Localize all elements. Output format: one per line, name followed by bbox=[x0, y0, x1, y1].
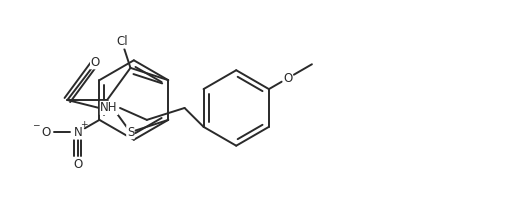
Text: O: O bbox=[73, 158, 83, 171]
Text: Cl: Cl bbox=[116, 35, 128, 48]
Text: O: O bbox=[283, 72, 292, 85]
Text: S: S bbox=[127, 126, 134, 139]
Text: O: O bbox=[42, 126, 51, 139]
Text: O: O bbox=[91, 56, 100, 69]
Text: −: − bbox=[32, 120, 40, 129]
Text: N: N bbox=[73, 126, 82, 139]
Text: +: + bbox=[80, 120, 88, 129]
Text: NH: NH bbox=[101, 102, 118, 115]
